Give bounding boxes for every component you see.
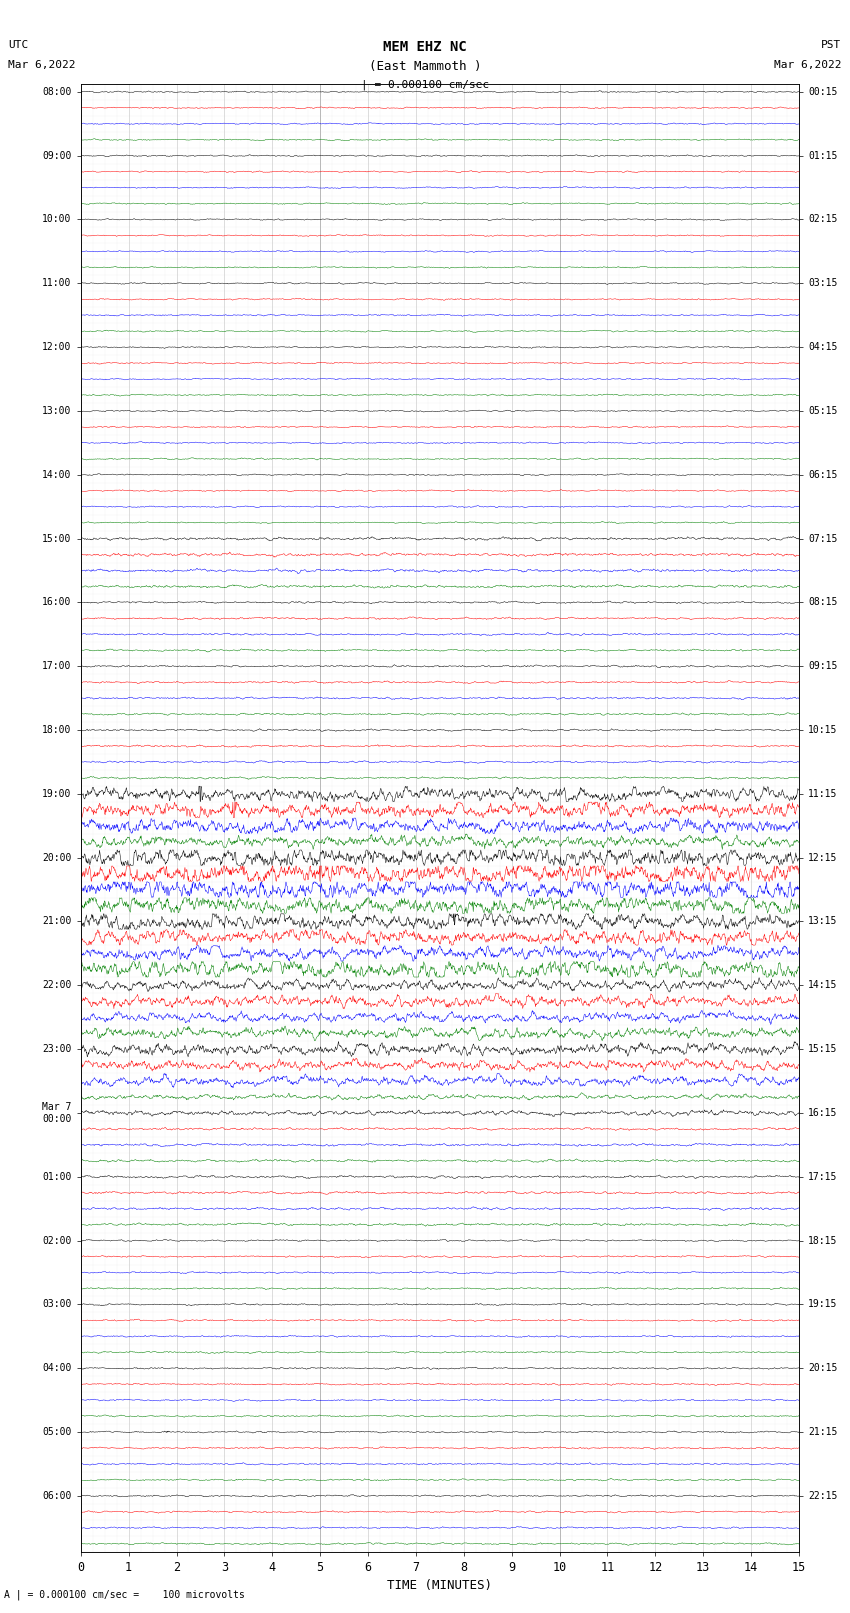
Text: UTC: UTC [8, 40, 29, 50]
Text: A | = 0.000100 cm/sec =    100 microvolts: A | = 0.000100 cm/sec = 100 microvolts [4, 1589, 245, 1600]
Text: PST: PST [821, 40, 842, 50]
Text: | = 0.000100 cm/sec: | = 0.000100 cm/sec [361, 79, 489, 90]
Text: (East Mammoth ): (East Mammoth ) [369, 60, 481, 73]
Text: Mar 6,2022: Mar 6,2022 [774, 60, 842, 69]
Text: MEM EHZ NC: MEM EHZ NC [383, 40, 467, 55]
Text: Mar 6,2022: Mar 6,2022 [8, 60, 76, 69]
X-axis label: TIME (MINUTES): TIME (MINUTES) [388, 1579, 492, 1592]
